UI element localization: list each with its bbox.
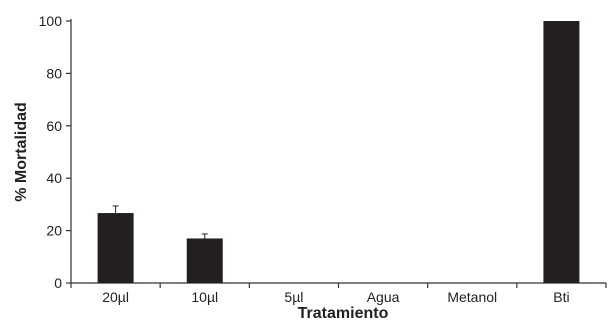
bar <box>543 21 580 283</box>
x-tick-label: Metanol <box>447 289 497 305</box>
y-axis-title: % Mortalidad <box>13 102 30 202</box>
y-tick-label: 80 <box>46 65 62 81</box>
y-tick-label: 40 <box>46 170 62 186</box>
y-tick-label: 100 <box>39 13 63 29</box>
x-tick-label: 10µl <box>191 289 218 305</box>
x-axis-title: Tratamiento <box>298 305 389 322</box>
y-tick-label: 20 <box>46 223 62 239</box>
x-tick-label: Agua <box>367 289 400 305</box>
plot-area: 0 20 40 60 80 100 20µl 10µl 5µl Agua Metanol Bti <box>39 13 607 305</box>
y-tick-label: 0 <box>54 275 62 291</box>
bar <box>97 213 134 283</box>
x-tick-label: Bti <box>553 289 569 305</box>
x-tick-label: 20µl <box>102 289 129 305</box>
bar <box>186 238 223 283</box>
y-tick-label: 60 <box>46 118 62 134</box>
x-tick-label: 5µl <box>284 289 303 305</box>
